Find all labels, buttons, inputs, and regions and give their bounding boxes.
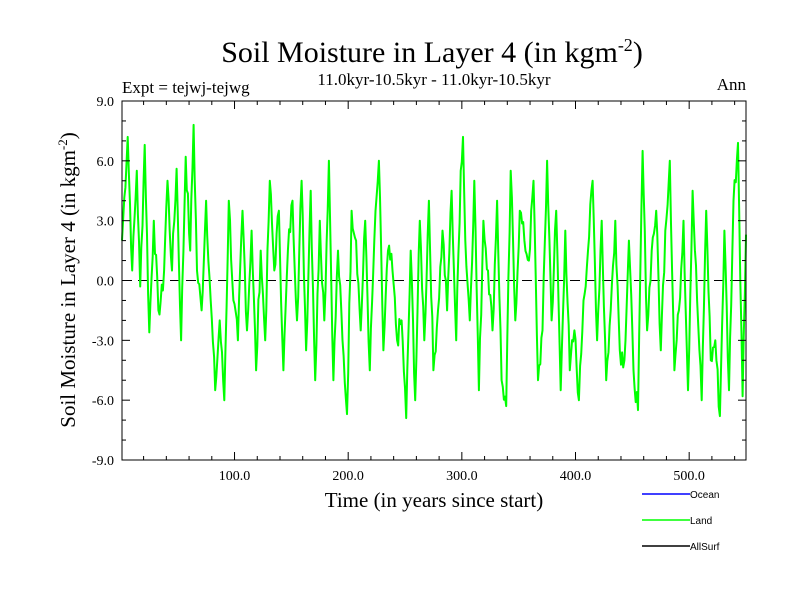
y-tick-label: 9.0 — [97, 95, 115, 110]
plot-area: -9.0 -6.0 -3.0 0.0 3.0 6.0 9.0 100.0 200.0 300.0… — [92, 95, 747, 484]
season-label: Ann — [717, 75, 747, 94]
x-axis-label: Time (in years since start) — [325, 488, 544, 512]
y-tick-label: 3.0 — [97, 215, 115, 230]
legend: Ocean Land AllSurf — [642, 490, 720, 553]
y-tick-label: 6.0 — [97, 155, 115, 170]
y-tick-label: -3.0 — [92, 334, 114, 349]
x-tick-label: 500.0 — [673, 469, 705, 484]
legend-label-ocean: Ocean — [690, 490, 719, 501]
y-axis-label: Soil Moisture in Layer 4 (in kgm-2) — [55, 132, 80, 427]
x-tick-label: 200.0 — [332, 469, 364, 484]
x-axis: 100.0 200.0 300.0 400.0 500.0 — [143, 101, 736, 484]
x-tick-label: 100.0 — [219, 469, 251, 484]
x-tick-label: 400.0 — [560, 469, 592, 484]
x-tick-label: 300.0 — [446, 469, 478, 484]
legend-label-allsurf: AllSurf — [690, 542, 720, 553]
legend-label-land: Land — [690, 516, 712, 527]
y-tick-label: -6.0 — [92, 394, 114, 409]
period-label: 11.0kyr-10.5kyr - 11.0kyr-10.5kyr — [317, 70, 551, 89]
experiment-label: Expt = tejwj-tejwg — [122, 78, 250, 97]
y-tick-label: 0.0 — [97, 275, 115, 290]
y-tick-label: -9.0 — [92, 454, 114, 469]
series-line-land — [121, 123, 747, 420]
chart-title: Soil Moisture in Layer 4 (in kgm-2) — [221, 35, 643, 69]
y-axis: -9.0 -6.0 -3.0 0.0 3.0 6.0 9.0 — [92, 95, 746, 469]
